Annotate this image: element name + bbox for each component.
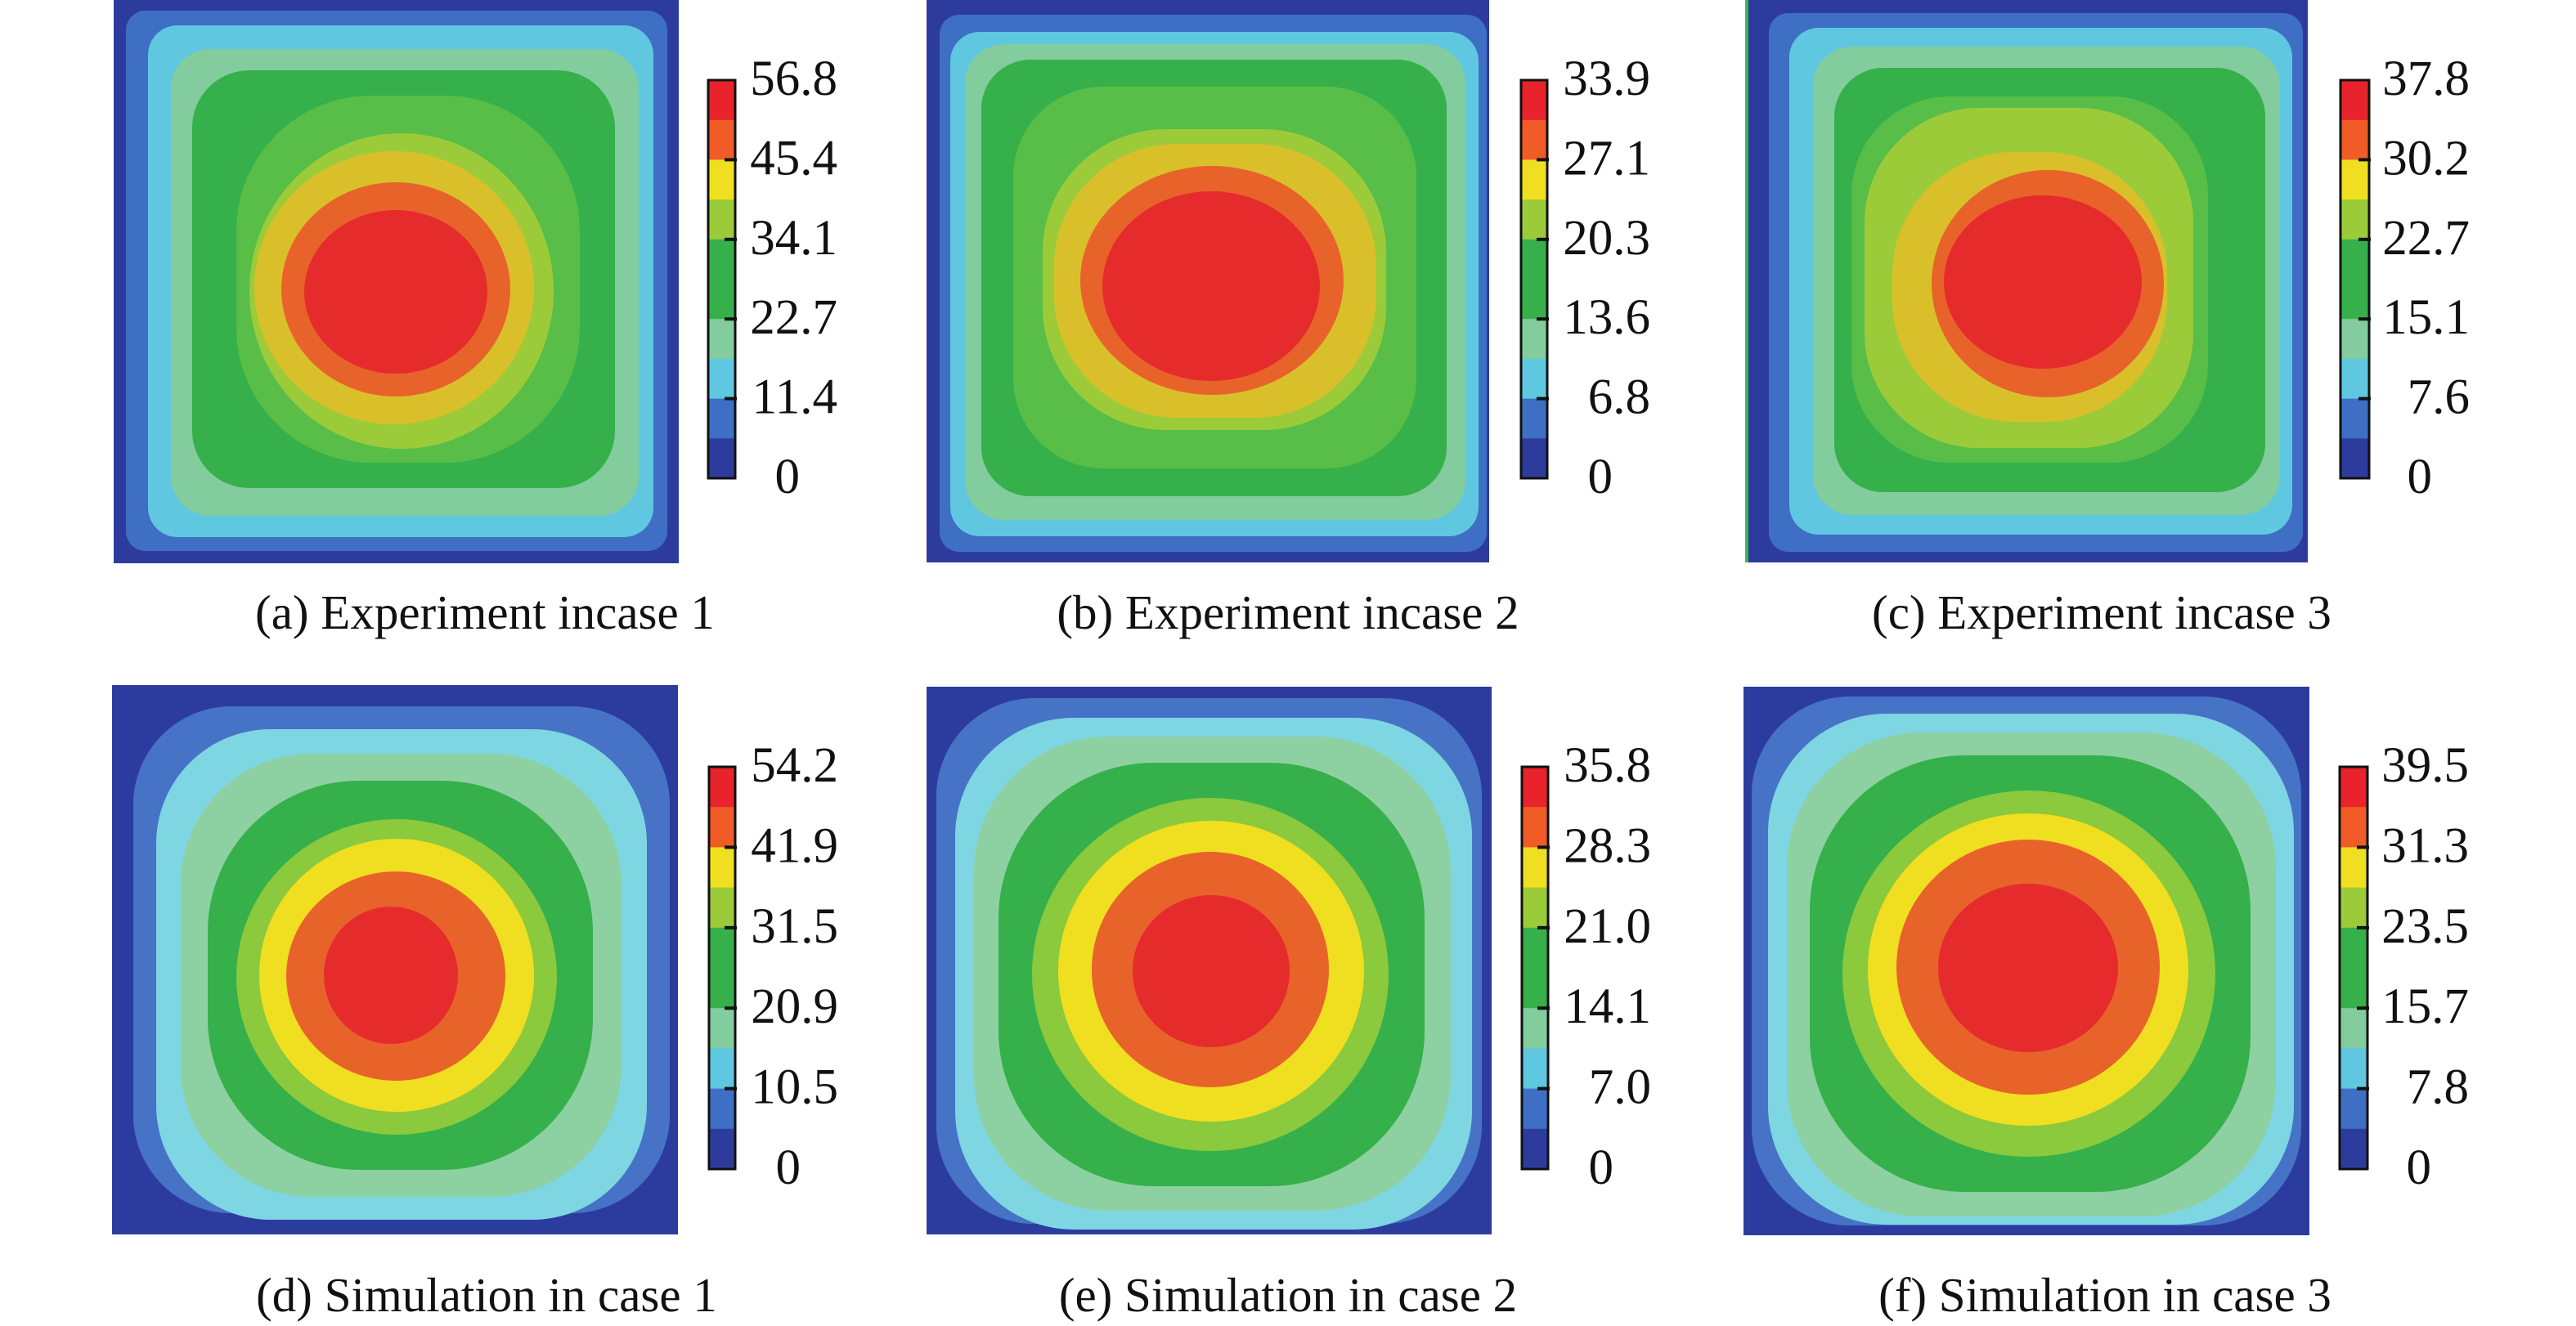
svg-text:15.7: 15.7 — [2381, 979, 2469, 1034]
svg-text:31.3: 31.3 — [2381, 818, 2469, 873]
svg-text:0: 0 — [1588, 450, 1613, 504]
svg-text:0: 0 — [1589, 1140, 1614, 1195]
svg-text:22.7: 22.7 — [750, 290, 837, 345]
svg-text:13.6: 13.6 — [1563, 290, 1650, 345]
svg-text:6.8: 6.8 — [1588, 370, 1650, 425]
svg-text:54.2: 54.2 — [751, 738, 838, 793]
svg-text:(d) Simulation in case 1: (d) Simulation in case 1 — [256, 1268, 717, 1322]
svg-text:27.1: 27.1 — [1563, 131, 1650, 186]
svg-text:0: 0 — [2408, 450, 2433, 504]
svg-text:37.8: 37.8 — [2382, 52, 2470, 106]
svg-text:22.7: 22.7 — [2382, 211, 2470, 266]
svg-text:(a) Experiment incase 1: (a) Experiment incase 1 — [255, 585, 715, 639]
svg-text:0: 0 — [775, 450, 801, 504]
svg-text:15.1: 15.1 — [2382, 290, 2470, 345]
svg-text:(f) Simulation in case 3: (f) Simulation in case 3 — [1878, 1268, 2331, 1322]
svg-text:56.8: 56.8 — [750, 52, 837, 106]
svg-text:0: 0 — [2407, 1140, 2432, 1195]
svg-text:21.0: 21.0 — [1564, 899, 1651, 954]
svg-text:39.5: 39.5 — [2381, 738, 2469, 793]
svg-text:35.8: 35.8 — [1564, 738, 1651, 793]
svg-text:20.9: 20.9 — [751, 979, 838, 1034]
svg-text:41.9: 41.9 — [751, 818, 838, 873]
svg-text:45.4: 45.4 — [750, 131, 837, 186]
svg-text:7.8: 7.8 — [2407, 1060, 2469, 1115]
svg-text:31.5: 31.5 — [751, 899, 838, 954]
svg-text:7.6: 7.6 — [2408, 370, 2470, 425]
svg-text:7.0: 7.0 — [1589, 1060, 1651, 1115]
svg-text:20.3: 20.3 — [1563, 211, 1650, 266]
svg-text:28.3: 28.3 — [1564, 818, 1651, 873]
svg-text:33.9: 33.9 — [1563, 52, 1650, 106]
svg-text:34.1: 34.1 — [750, 211, 837, 266]
svg-text:14.1: 14.1 — [1564, 979, 1651, 1034]
svg-text:30.2: 30.2 — [2382, 131, 2470, 186]
svg-text:(e) Simulation in case 2: (e) Simulation in case 2 — [1059, 1268, 1517, 1322]
svg-text:(c) Experiment incase 3: (c) Experiment incase 3 — [1872, 585, 2331, 639]
svg-text:11.4: 11.4 — [752, 370, 838, 425]
svg-text:(b) Experiment incase 2: (b) Experiment incase 2 — [1057, 585, 1519, 639]
svg-text:10.5: 10.5 — [751, 1060, 838, 1115]
svg-text:0: 0 — [776, 1140, 801, 1195]
svg-text:23.5: 23.5 — [2381, 899, 2469, 954]
